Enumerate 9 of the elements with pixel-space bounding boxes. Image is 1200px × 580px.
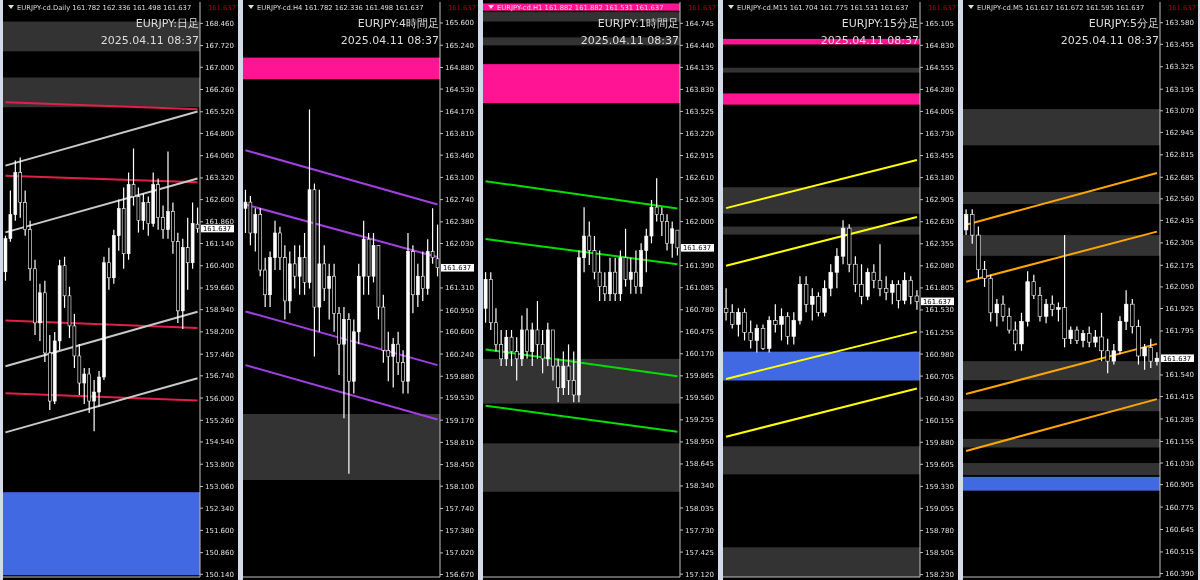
annotation: EURJPY:15分足 (841, 17, 919, 30)
annotation: EURJPY:1時間足 (597, 17, 679, 30)
annotation: EURJPY:4時間足 (357, 17, 439, 30)
annotation: EURJPY:日足 (135, 17, 199, 30)
annotation: 2025.04.11 08:37 (100, 34, 199, 47)
annotation: 2025.04.11 08:37 (340, 34, 439, 47)
annotation: EURJPY:5分足 (1088, 17, 1159, 30)
annotation: 2025.04.11 08:37 (580, 34, 679, 47)
annotation: 2025.04.11 08:37 (1060, 34, 1159, 47)
